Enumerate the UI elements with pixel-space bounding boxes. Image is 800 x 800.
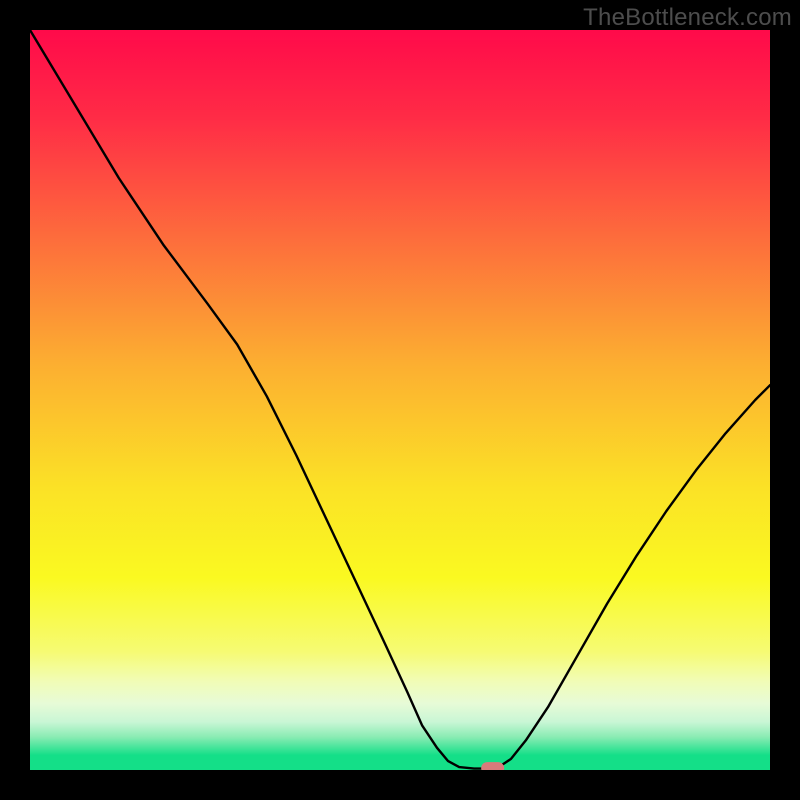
watermark-text: TheBottleneck.com (583, 4, 792, 32)
bottleneck-curve (30, 30, 770, 770)
plot-area (30, 30, 770, 770)
optimal-marker (481, 762, 505, 770)
chart-frame: TheBottleneck.com (0, 0, 800, 800)
curve-path (30, 30, 770, 769)
